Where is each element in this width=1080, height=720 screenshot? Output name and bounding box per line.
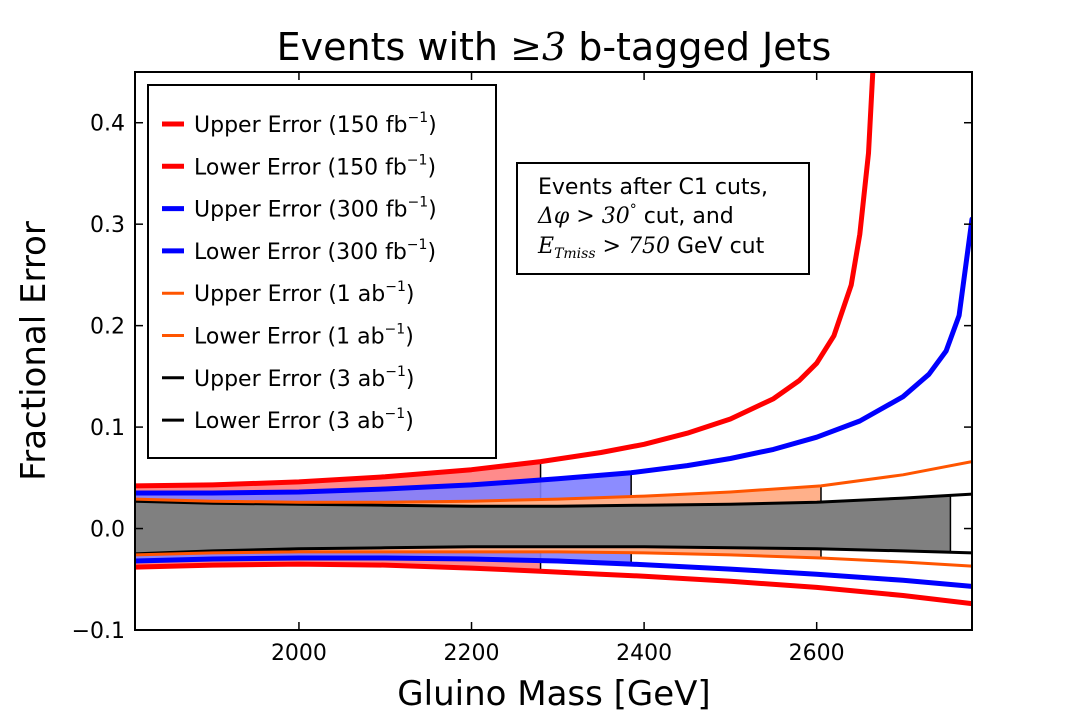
legend-label: Upper Error (300 fb−1) (194, 195, 437, 223)
y-tick-label: 0.0 (90, 518, 125, 543)
legend-box (147, 84, 497, 459)
band-3 (135, 495, 951, 554)
legend-label: Lower Error (300 fb−1) (194, 237, 436, 265)
x-tick-label: 2400 (616, 641, 672, 666)
legend-label: Upper Error (1 ab−1) (194, 279, 414, 307)
error-lines (135, 72, 972, 607)
annotation: Events after C1 cuts, Δφ > 30° cut, and … (516, 162, 810, 275)
plot-frame (134, 71, 973, 631)
y-tick-label: 0.2 (90, 315, 125, 340)
y-tick-label: 0.4 (90, 112, 125, 137)
series-line-4 (135, 460, 972, 504)
legend-label: Upper Error (3 ab−1) (194, 364, 414, 392)
series-line-1 (135, 561, 972, 607)
annotation-line-3: ETmiss > 750 GeV cut (537, 234, 765, 262)
series-line-6 (135, 492, 972, 508)
x-axis-label: Gluino Mass [GeV] (397, 674, 710, 714)
y-tick-label: 0.3 (90, 213, 125, 238)
legend: Upper Error (150 fb−1) Lower Error (150 f… (147, 84, 497, 459)
chart-title: Events with ≥3 b-tagged Jets (277, 25, 832, 69)
y-tick-label: 0.1 (90, 416, 125, 441)
legend-label: Lower Error (150 fb−1) (194, 152, 436, 180)
y-tick-label: −0.1 (72, 619, 125, 644)
x-tick-label: 2200 (444, 641, 500, 666)
annotation-box (516, 162, 810, 275)
series-line-3 (135, 555, 972, 589)
legend-label: Lower Error (3 ab−1) (194, 406, 414, 434)
annotation-line-2: Δφ > 30° cut, and (537, 202, 734, 229)
series-line-5 (135, 550, 972, 568)
x-tick-label: 2600 (789, 641, 845, 666)
legend-label: Lower Error (1 ab−1) (194, 322, 414, 350)
series-line-7 (135, 545, 972, 556)
legend-label: Upper Error (150 fb−1) (194, 110, 437, 138)
annotation-line-1: Events after C1 cuts, (538, 175, 768, 200)
axis-ticks: 2000 2200 2400 2600 −0.1 0.0 0.1 0.2 0.3 0.4 (72, 72, 972, 666)
series-line-0 (135, 72, 876, 489)
y-axis-label: Fractional Error (14, 221, 54, 481)
x-tick-label: 2000 (271, 641, 327, 666)
series-line-2 (135, 216, 972, 496)
